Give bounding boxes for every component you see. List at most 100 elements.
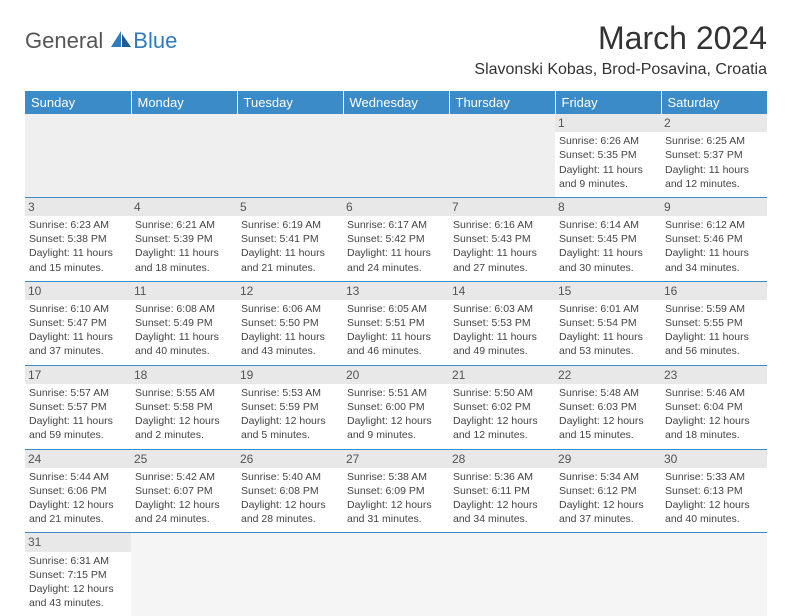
day-detail: Sunset: 5:45 PM [559, 232, 657, 246]
day-detail: and 18 minutes. [665, 428, 763, 442]
day-detail: Daylight: 12 hours [665, 414, 763, 428]
day-detail: Sunset: 5:51 PM [347, 316, 445, 330]
day-detail: Sunset: 5:38 PM [29, 232, 127, 246]
day-detail: Sunset: 5:49 PM [135, 316, 233, 330]
day-detail: Daylight: 11 hours [347, 330, 445, 344]
day-detail: Sunrise: 5:50 AM [453, 386, 551, 400]
day-number: 27 [343, 450, 449, 468]
day-detail: Daylight: 11 hours [29, 330, 127, 344]
calendar-day-cell: 27Sunrise: 5:38 AMSunset: 6:09 PMDayligh… [343, 449, 449, 533]
day-detail: Sunset: 7:15 PM [29, 568, 127, 582]
day-detail: Sunset: 5:50 PM [241, 316, 339, 330]
calendar-day-cell: 20Sunrise: 5:51 AMSunset: 6:00 PMDayligh… [343, 365, 449, 449]
day-detail: Daylight: 12 hours [29, 498, 127, 512]
calendar-day-cell: 1Sunrise: 6:26 AMSunset: 5:35 PMDaylight… [555, 114, 661, 197]
day-detail: Daylight: 12 hours [559, 498, 657, 512]
day-detail: and 24 minutes. [347, 261, 445, 275]
calendar-day-cell: 10Sunrise: 6:10 AMSunset: 5:47 PMDayligh… [25, 281, 131, 365]
day-detail: Daylight: 11 hours [453, 330, 551, 344]
day-detail: Sunset: 6:03 PM [559, 400, 657, 414]
day-detail: Daylight: 11 hours [347, 246, 445, 260]
calendar-day-cell: 7Sunrise: 6:16 AMSunset: 5:43 PMDaylight… [449, 197, 555, 281]
day-detail: Daylight: 11 hours [241, 246, 339, 260]
calendar-week-row: 1Sunrise: 6:26 AMSunset: 5:35 PMDaylight… [25, 114, 767, 197]
day-number: 2 [661, 114, 767, 132]
day-detail: and 28 minutes. [241, 512, 339, 526]
calendar-week-row: 24Sunrise: 5:44 AMSunset: 6:06 PMDayligh… [25, 449, 767, 533]
day-detail: Daylight: 11 hours [135, 246, 233, 260]
day-detail: Sunrise: 5:36 AM [453, 470, 551, 484]
day-detail: Sunset: 6:07 PM [135, 484, 233, 498]
day-detail: Sunrise: 5:59 AM [665, 302, 763, 316]
calendar-day-cell: 28Sunrise: 5:36 AMSunset: 6:11 PMDayligh… [449, 449, 555, 533]
calendar-day-cell: 19Sunrise: 5:53 AMSunset: 5:59 PMDayligh… [237, 365, 343, 449]
calendar-day-cell: 17Sunrise: 5:57 AMSunset: 5:57 PMDayligh… [25, 365, 131, 449]
calendar-day-cell: 9Sunrise: 6:12 AMSunset: 5:46 PMDaylight… [661, 197, 767, 281]
day-detail: Sunrise: 6:25 AM [665, 134, 763, 148]
day-detail: Sunrise: 5:44 AM [29, 470, 127, 484]
calendar-day-cell [25, 114, 131, 197]
day-detail: and 49 minutes. [453, 344, 551, 358]
day-detail: Sunrise: 5:33 AM [665, 470, 763, 484]
day-detail: Sunset: 5:59 PM [241, 400, 339, 414]
calendar-day-cell: 24Sunrise: 5:44 AMSunset: 6:06 PMDayligh… [25, 449, 131, 533]
day-detail: Sunrise: 5:53 AM [241, 386, 339, 400]
day-detail: Sunrise: 6:10 AM [29, 302, 127, 316]
day-detail: Sunset: 5:43 PM [453, 232, 551, 246]
calendar-day-cell: 31Sunrise: 6:31 AMSunset: 7:15 PMDayligh… [25, 533, 131, 616]
calendar-week-row: 3Sunrise: 6:23 AMSunset: 5:38 PMDaylight… [25, 197, 767, 281]
day-detail: Sunset: 6:12 PM [559, 484, 657, 498]
day-number: 23 [661, 366, 767, 384]
day-detail: Daylight: 11 hours [665, 246, 763, 260]
day-detail: Sunset: 6:13 PM [665, 484, 763, 498]
calendar-body: 1Sunrise: 6:26 AMSunset: 5:35 PMDaylight… [25, 114, 767, 616]
calendar-day-cell: 16Sunrise: 5:59 AMSunset: 5:55 PMDayligh… [661, 281, 767, 365]
day-detail: and 15 minutes. [559, 428, 657, 442]
title-block: March 2024 Slavonski Kobas, Brod-Posavin… [474, 20, 767, 79]
day-detail: Daylight: 11 hours [241, 330, 339, 344]
day-detail: and 46 minutes. [347, 344, 445, 358]
day-detail: Sunset: 5:39 PM [135, 232, 233, 246]
day-detail: Sunset: 6:06 PM [29, 484, 127, 498]
day-detail: Sunrise: 5:42 AM [135, 470, 233, 484]
calendar-day-cell: 13Sunrise: 6:05 AMSunset: 5:51 PMDayligh… [343, 281, 449, 365]
day-detail: Sunrise: 6:31 AM [29, 554, 127, 568]
day-number: 1 [555, 114, 661, 132]
day-detail: Daylight: 11 hours [559, 330, 657, 344]
day-detail: Sunset: 5:35 PM [559, 148, 657, 162]
day-detail: and 12 minutes. [665, 177, 763, 191]
calendar-day-cell: 18Sunrise: 5:55 AMSunset: 5:58 PMDayligh… [131, 365, 237, 449]
day-detail: Sunrise: 6:21 AM [135, 218, 233, 232]
day-detail: Sunset: 5:42 PM [347, 232, 445, 246]
day-detail: and 37 minutes. [29, 344, 127, 358]
calendar-day-cell [237, 114, 343, 197]
day-detail: and 40 minutes. [665, 512, 763, 526]
day-number: 12 [237, 282, 343, 300]
day-number: 22 [555, 366, 661, 384]
day-detail: Daylight: 11 hours [135, 330, 233, 344]
day-detail: and 15 minutes. [29, 261, 127, 275]
day-number: 20 [343, 366, 449, 384]
calendar-day-cell [449, 114, 555, 197]
day-detail: and 24 minutes. [135, 512, 233, 526]
day-detail: and 34 minutes. [453, 512, 551, 526]
day-detail: Daylight: 12 hours [453, 414, 551, 428]
day-detail: and 40 minutes. [135, 344, 233, 358]
calendar-week-row: 31Sunrise: 6:31 AMSunset: 7:15 PMDayligh… [25, 533, 767, 616]
day-number: 15 [555, 282, 661, 300]
day-detail: Sunset: 5:41 PM [241, 232, 339, 246]
day-number: 25 [131, 450, 237, 468]
day-number: 6 [343, 198, 449, 216]
header: General Blue March 2024 Slavonski Kobas,… [25, 20, 767, 79]
day-detail: Sunset: 5:53 PM [453, 316, 551, 330]
calendar-day-cell [661, 533, 767, 616]
calendar-day-cell [343, 114, 449, 197]
day-detail: and 27 minutes. [453, 261, 551, 275]
day-detail: Sunset: 5:47 PM [29, 316, 127, 330]
day-detail: and 34 minutes. [665, 261, 763, 275]
day-detail: Sunrise: 5:34 AM [559, 470, 657, 484]
day-detail: Sunrise: 6:23 AM [29, 218, 127, 232]
day-detail: Sunrise: 5:38 AM [347, 470, 445, 484]
day-detail: and 56 minutes. [665, 344, 763, 358]
day-detail: Daylight: 12 hours [347, 414, 445, 428]
